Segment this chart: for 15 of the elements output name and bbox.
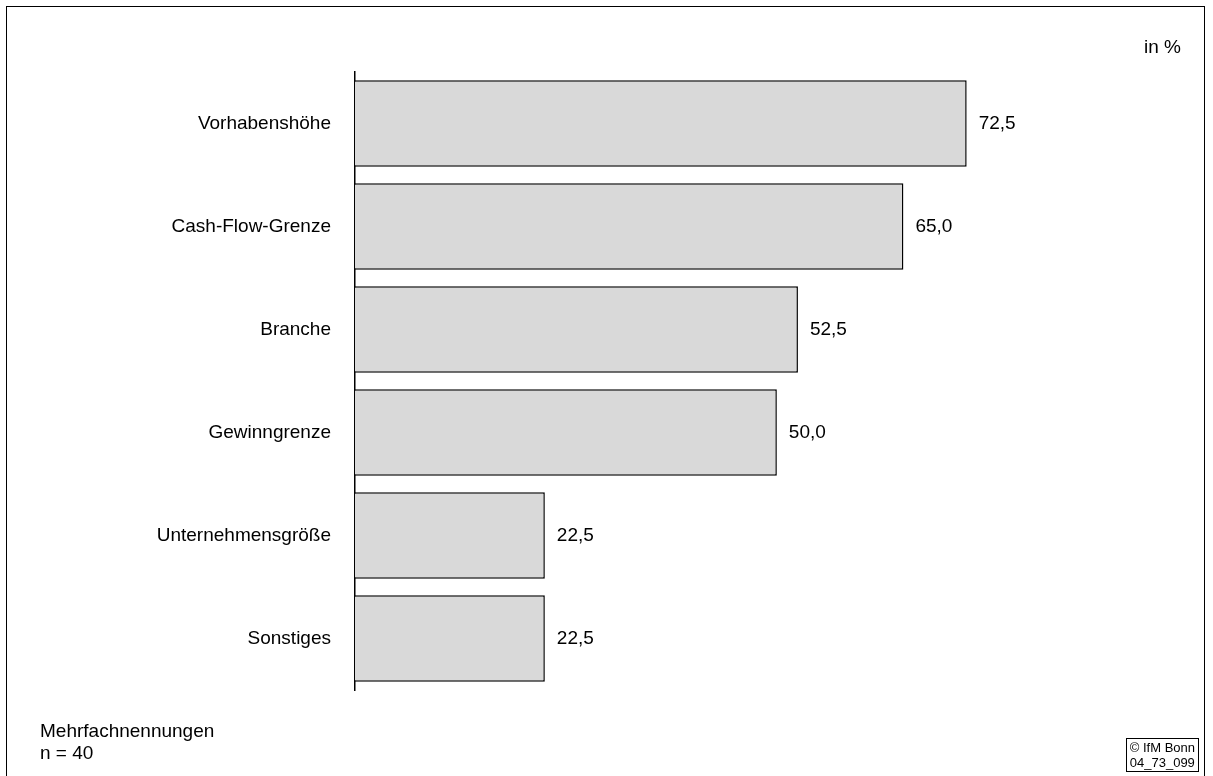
y-tick-label: Sonstiges (247, 626, 331, 648)
data-label: 52,5 (809, 317, 847, 339)
y-tick-label: Branche (260, 317, 331, 339)
data-label: 50,0 (788, 420, 826, 442)
y-tick-label: Cash-Flow-Grenze (171, 214, 331, 236)
text: in % (1144, 36, 1181, 58)
data-label: 22,5 (556, 626, 594, 648)
text: Mehrfachnennungen n = 40 (40, 720, 215, 764)
data-label: 72,5 (978, 111, 1016, 133)
y-tick-label: Vorhabenshöhe (197, 111, 331, 133)
y-tick-label: Gewinngrenze (208, 420, 331, 442)
data-label: 22,5 (556, 523, 594, 545)
text: © IfM Bonn 04_73_099 (1125, 738, 1199, 772)
y-tick-label: Unternehmensgröße (156, 523, 331, 545)
data-label: 65,0 (915, 214, 953, 236)
